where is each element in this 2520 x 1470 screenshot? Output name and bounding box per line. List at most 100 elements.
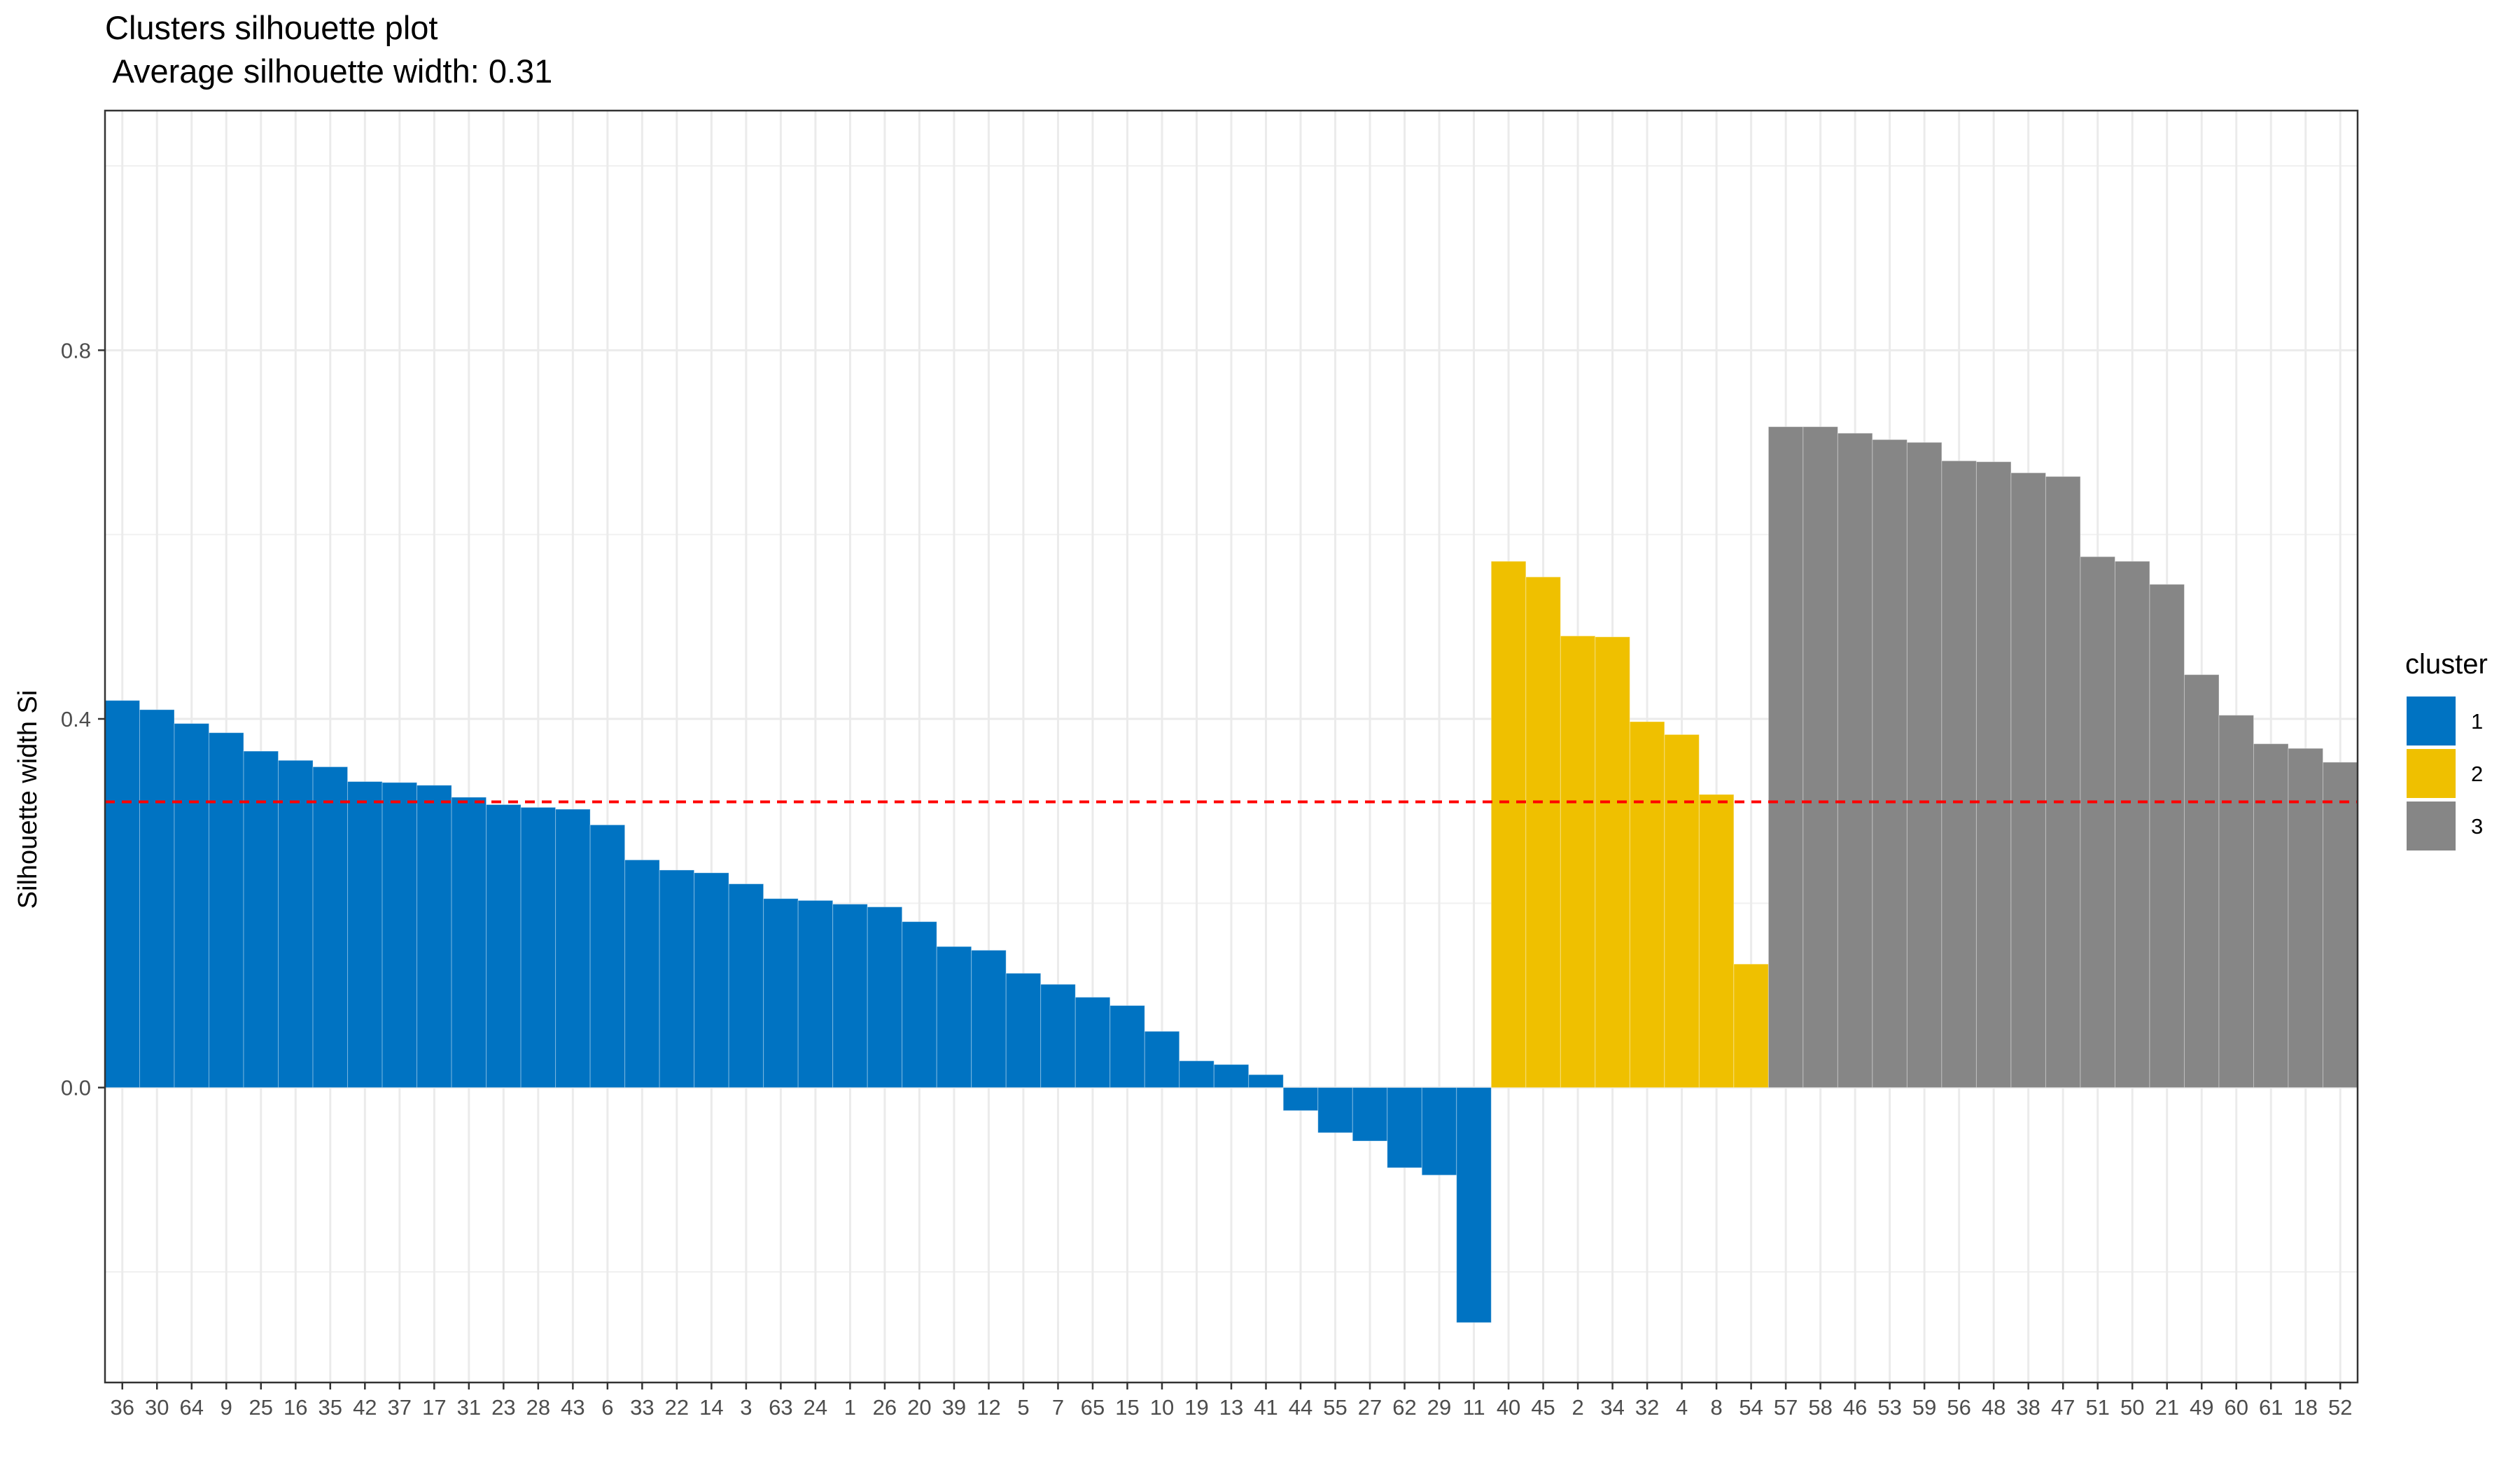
x-tick-label: 53 [1877,1395,1901,1420]
x-tick-label: 61 [2259,1395,2283,1420]
x-tick-label: 9 [220,1395,232,1420]
bar-21 [2149,584,2185,1088]
bar-16 [278,760,314,1088]
bar-56 [1941,460,1977,1088]
bar-19 [1179,1060,1214,1088]
bar-61 [2253,743,2289,1088]
bar-37 [382,782,418,1088]
bar-57 [1768,426,1804,1088]
x-tick-label: 60 [2224,1395,2248,1420]
x-tick-label: 63 [769,1395,792,1420]
x-tick-label: 26 [873,1395,897,1420]
x-tick-label: 23 [491,1395,515,1420]
legend-key-1 [2407,696,2456,746]
bar-59 [1906,442,1942,1088]
x-tick-label: 30 [145,1395,169,1420]
x-tick-label: 29 [1427,1395,1451,1420]
bar-54 [1733,963,1769,1088]
x-tick-label: 34 [1600,1395,1624,1420]
bar-24 [797,899,834,1088]
bar-43 [555,808,591,1088]
bar-15 [1110,1004,1145,1088]
legend-title: cluster [2405,649,2488,680]
bar-46 [1837,433,1873,1088]
bar-12 [971,949,1007,1088]
x-tick-label: 25 [249,1395,273,1420]
bar-30 [139,709,175,1088]
x-tick-label: 46 [1843,1395,1867,1420]
bar-53 [1872,439,1907,1088]
x-tick-label: 20 [907,1395,931,1420]
x-tick-label: 12 [976,1395,1000,1420]
x-tick-label: 2 [1572,1395,1583,1420]
x-tick-label: 1 [844,1395,856,1420]
bar-40 [1490,561,1527,1088]
x-tick-label: 10 [1150,1395,1174,1420]
bar-55 [1317,1087,1353,1133]
x-tick-label: 39 [942,1395,966,1420]
bar-3 [728,883,764,1088]
x-tick-label: 21 [2155,1395,2178,1420]
bar-5 [1005,972,1042,1088]
legend-key-2 [2407,749,2456,798]
bar-58 [1802,426,1838,1088]
bar-31 [451,797,487,1088]
bar-23 [486,804,522,1088]
x-tick-label: 37 [388,1395,412,1420]
bar-47 [2045,476,2081,1088]
x-tick-label: 13 [1219,1395,1243,1420]
x-tick-label: 65 [1081,1395,1105,1420]
x-tick-label: 51 [2085,1395,2109,1420]
x-tick-label: 16 [284,1395,307,1420]
legend-label-3: 3 [2471,814,2483,839]
bar-62 [1387,1087,1422,1168]
plot-area: 0.00.40.836 30 64 9 25 16 35 42 37 17 31 23 28 43 6 33 2… [61,109,2359,1420]
legend-label-2: 2 [2471,762,2483,786]
x-tick-label: 17 [422,1395,446,1420]
x-tick-label: 35 [318,1395,342,1420]
y-tick-label: 0.4 [61,707,91,732]
bar-51 [2080,556,2115,1088]
y-axis-title: Silhouette width Si [13,690,43,909]
legend-label-1: 1 [2471,709,2483,734]
x-tick-label: 27 [1358,1395,1382,1420]
x-tick-label: 7 [1052,1395,1064,1420]
legend: cluster 1 2 3 [2405,649,2488,850]
x-tick-label: 4 [1676,1395,1688,1420]
bar-22 [659,869,695,1088]
bar-11 [1456,1087,1492,1323]
x-tick-label: 56 [1947,1395,1970,1420]
x-tick-label: 15 [1115,1395,1139,1420]
bar-18 [2288,748,2323,1088]
x-tick-label: 58 [1808,1395,1832,1420]
x-tick-label: 22 [665,1395,689,1420]
bar-52 [2322,762,2358,1088]
bar-48 [1975,461,2012,1088]
x-tick-label: 38 [2016,1395,2040,1420]
x-tick-label: 40 [1497,1395,1520,1420]
bar-27 [1352,1087,1388,1142]
bar-65 [1074,997,1111,1088]
bar-60 [2218,715,2254,1088]
chart-subtitle: Average silhouette width: 0.31 [105,52,552,90]
bar-29 [1421,1087,1457,1176]
x-tick-label: 54 [1739,1395,1763,1420]
bar-63 [763,898,799,1088]
bar-7 [1040,983,1076,1088]
x-tick-label: 59 [1912,1395,1936,1420]
x-tick-label: 62 [1392,1395,1416,1420]
bar-13 [1213,1064,1250,1088]
x-tick-label: 3 [740,1395,752,1420]
bar-36 [104,700,141,1088]
bar-26 [867,906,903,1088]
x-tick-label: 52 [2328,1395,2352,1420]
bar-38 [2010,472,2046,1088]
bar-9 [209,732,244,1088]
bar-42 [347,781,383,1088]
x-tick-label: 6 [601,1395,613,1420]
x-tick-label: 47 [2051,1395,2075,1420]
x-tick-label: 55 [1323,1395,1347,1420]
bar-32 [1629,721,1665,1088]
bar-64 [174,723,210,1088]
